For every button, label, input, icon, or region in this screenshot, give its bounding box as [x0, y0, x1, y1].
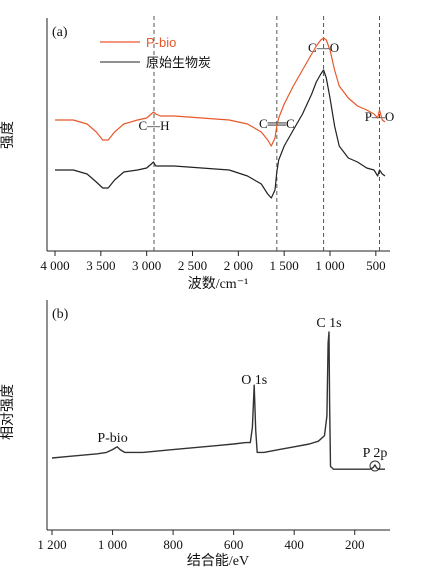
- legend-label-p-bio: P-bio: [146, 35, 176, 50]
- p2p-peak-marker: [369, 460, 381, 472]
- peak-annotation: C—H: [138, 118, 169, 133]
- panel-a-series: [55, 37, 386, 199]
- peak-annotation: C—O: [308, 40, 339, 55]
- peak-annotation: C 1s: [316, 316, 341, 331]
- panel-a-y-label: 强度: [0, 121, 16, 149]
- x-tick-label: 2 000: [224, 258, 253, 273]
- panel-b-x-label: 结合能/eV: [187, 553, 249, 569]
- x-tick-label: 600: [224, 537, 244, 552]
- x-tick-label: 1 000: [98, 537, 127, 552]
- peak-annotation: P-bio: [97, 431, 127, 446]
- x-tick-label: 400: [284, 537, 304, 552]
- x-tick-label: 500: [366, 258, 386, 273]
- panel-a-x-label: 波数/cm⁻¹: [188, 276, 249, 292]
- panel-b-y-label: 相对强度: [0, 384, 16, 440]
- x-tick-label: 800: [163, 537, 183, 552]
- legend-label-raw-biochar: 原始生物炭: [146, 55, 211, 70]
- panel-b-series: [51, 331, 385, 470]
- panel-b-label: (b): [52, 307, 69, 322]
- panel-a-reference-lines: [153, 16, 380, 251]
- series-line-1: [55, 69, 386, 199]
- panel-a-label: (a): [52, 25, 68, 40]
- panel-b-ticks: 1 200 1 000 800 600 400 200: [37, 530, 364, 552]
- x-tick-label: 4 000: [40, 258, 69, 273]
- x-tick-label: 3 000: [132, 258, 161, 273]
- peak-annotation: O 1s: [241, 373, 267, 388]
- panel-a-ftir: (a) P-bio 原始生物炭 C—H C══CC—OP—O 4 000 3 500…: [0, 16, 394, 292]
- x-tick-label: 1 500: [270, 258, 299, 273]
- peak-annotation: P 2p: [363, 446, 388, 461]
- series-line-0: [55, 37, 386, 147]
- x-tick-label: 3 500: [86, 258, 115, 273]
- x-tick-label: 1 200: [37, 537, 66, 552]
- x-tick-label: 1 000: [315, 258, 344, 273]
- x-tick-label: 200: [345, 537, 365, 552]
- panel-a-annotations: C—H C══CC—OP—O: [138, 40, 394, 133]
- panel-b-xps: (b) P-bio O 1s C 1s P 2p 1 200 1 000 800 600 40…: [0, 300, 390, 569]
- panel-a-ticks: 4 000 3 500 3 000 2 500 2 000 1 500 1 000 500: [40, 251, 386, 273]
- x-tick-label: 2 500: [178, 258, 207, 273]
- panel-b-annotations: P-bio O 1s C 1s P 2p: [97, 316, 388, 472]
- xps-survey-line: [51, 331, 385, 470]
